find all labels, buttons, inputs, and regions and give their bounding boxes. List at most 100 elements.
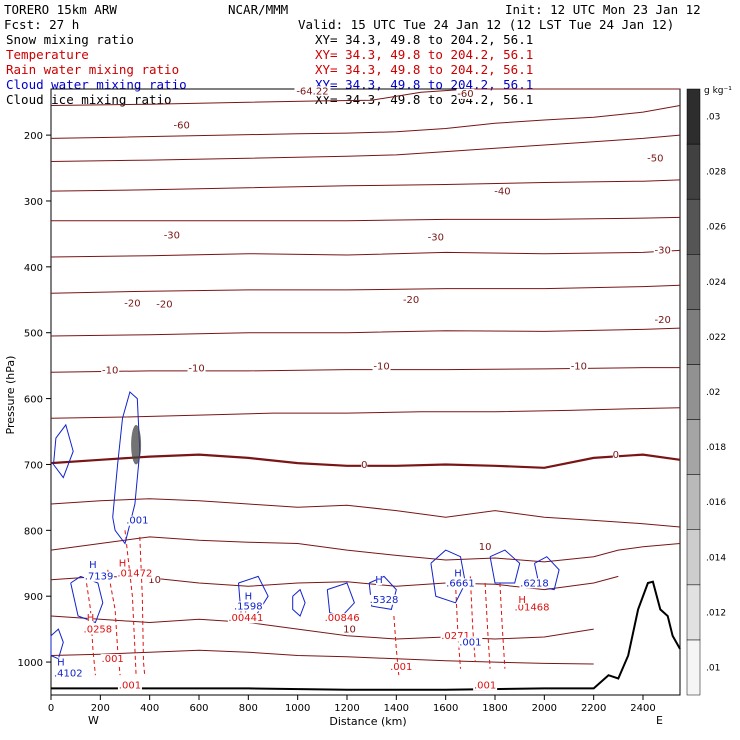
cloud-water-label: H — [375, 575, 383, 586]
temperature-label: -10 — [571, 362, 587, 373]
x-tick-label: 2200 — [581, 703, 606, 714]
colorbar-swatch — [686, 143, 701, 200]
temperature-label: 10 — [343, 624, 356, 635]
temperature-label: 10 — [148, 575, 161, 586]
colorbar-label: .022 — [706, 333, 726, 343]
temperature-label-bg — [653, 314, 672, 325]
cloud-water-label: .4102 — [54, 669, 83, 680]
colorbar-label: .01 — [706, 663, 720, 673]
rain-label: .00441 — [228, 613, 263, 624]
rain-label-bg — [227, 613, 264, 624]
y-axis-label: Pressure (hPa) — [4, 356, 17, 435]
rain-contour — [139, 536, 146, 676]
y-tick-label: 400 — [24, 263, 43, 274]
x-tick-label: 2000 — [532, 703, 557, 714]
cloud-water-label-bg — [53, 668, 84, 679]
temperature-label-bg — [493, 186, 512, 197]
rain-contour — [124, 530, 137, 676]
cloud-ice-maximum — [131, 424, 142, 465]
temperature-label-bg — [148, 575, 161, 586]
rain-label: .001 — [390, 662, 412, 673]
cloud-water-label: .6218 — [520, 578, 549, 589]
forecast-hour: Fcst: 27 h — [4, 17, 79, 32]
rain-label-bg — [116, 568, 153, 579]
temperature-label: -10 — [102, 366, 118, 377]
temperature-contour — [50, 105, 681, 139]
y-tick-label: 700 — [24, 460, 43, 471]
cloud-water-label-bg — [455, 568, 461, 579]
colorbar-label: .026 — [706, 223, 726, 233]
temperature-label-bg — [294, 86, 331, 97]
colorbar-swatch — [686, 639, 701, 696]
cloud-water-contour — [53, 423, 74, 479]
field-xy-cloud-ice: XY= 34.3, 49.8 to 204.2, 56.1 — [315, 92, 533, 107]
colorbar-label: .014 — [706, 553, 726, 563]
colorbar-swatch — [686, 254, 701, 310]
rain-label: .01472 — [117, 568, 152, 579]
colorbar-units: g kg⁻¹ — [704, 86, 732, 96]
temperature-label-bg — [101, 365, 120, 376]
cloud-water-contour — [326, 582, 355, 617]
colorbar-label: .024 — [706, 278, 726, 288]
colorbar-swatch — [686, 419, 701, 475]
x-tick-label: 1200 — [334, 703, 359, 714]
temperature-label-bg — [343, 624, 356, 635]
temperature-contour — [50, 134, 681, 162]
cloud-water-contour — [70, 575, 104, 624]
x-tick-label: 2400 — [630, 703, 655, 714]
cloud-water-label: .001 — [126, 516, 148, 527]
cloud-water-label-bg — [84, 571, 115, 582]
temperature-contour — [50, 536, 681, 563]
y-tick-label: 500 — [24, 329, 43, 340]
x-axis-label: Distance (km) — [329, 715, 406, 728]
y-tick-label: 1000 — [18, 658, 43, 669]
temperature-label-bg — [162, 230, 181, 241]
rain-label-bg — [389, 661, 414, 672]
init-time: Init: 12 UTC Mon 23 Jan 12 — [505, 2, 701, 17]
colorbar-label: .012 — [706, 608, 726, 618]
cloud-water-label: .1598 — [234, 601, 263, 612]
temperature-label: -60 — [457, 89, 473, 100]
model-title: TORERO 15km ARW — [4, 2, 117, 17]
x-tick-label: 1800 — [482, 703, 507, 714]
temperature-contours — [50, 88, 681, 665]
cloud-water-label-bg — [89, 559, 96, 570]
colorbar-swatch — [686, 364, 701, 420]
temperature-label-bg — [653, 245, 672, 256]
rain-label-bg — [117, 680, 142, 691]
field-name-snow: Snow mixing ratio — [6, 32, 134, 47]
field-name-temperature: Temperature — [6, 47, 89, 62]
x-tick-label: 1000 — [285, 703, 310, 714]
temperature-label: -20 — [403, 295, 419, 306]
temperature-label-bg — [155, 299, 174, 310]
rain-contour — [85, 576, 96, 676]
rain-label: .00846 — [325, 613, 360, 624]
field-xy-rain: XY= 34.3, 49.8 to 204.2, 56.1 — [315, 62, 533, 77]
temperature-contour — [50, 284, 681, 294]
cloud-ice-shading — [131, 424, 142, 465]
rain-label-bg — [82, 624, 113, 635]
field-name-cloud-water: Cloud water mixing ratio — [6, 77, 187, 92]
temperature-label: -20 — [156, 300, 172, 311]
terrain-profile — [51, 580, 681, 691]
temperature-contour — [50, 498, 681, 528]
rain-label: .001 — [474, 680, 496, 691]
temperature-label-bg — [402, 295, 421, 306]
y-tick-label: 600 — [24, 395, 43, 406]
temperature-label-bg — [187, 363, 206, 374]
cloud-water-label: H — [245, 591, 253, 602]
colorbar: .01 .012 .014 .016 .018 .02 .022 .024 .026 .028 .0… — [686, 88, 726, 696]
rain-label-bg — [100, 654, 125, 665]
y-tick-label: 800 — [24, 526, 43, 537]
temperature-label: -40 — [494, 186, 510, 197]
temperature-label-bg — [479, 542, 492, 553]
cloud-water-label: H — [89, 560, 97, 571]
temperature-contour — [50, 367, 680, 373]
colorbar-swatch — [686, 529, 701, 586]
field-xy-cloud-water: XY= 34.3, 49.8 to 204.2, 56.1 — [315, 77, 533, 92]
rain-label: .0271 — [441, 631, 470, 642]
x-tick-label: 600 — [189, 703, 208, 714]
temperature-contour — [50, 407, 681, 419]
temperature-label: -30 — [655, 246, 671, 257]
